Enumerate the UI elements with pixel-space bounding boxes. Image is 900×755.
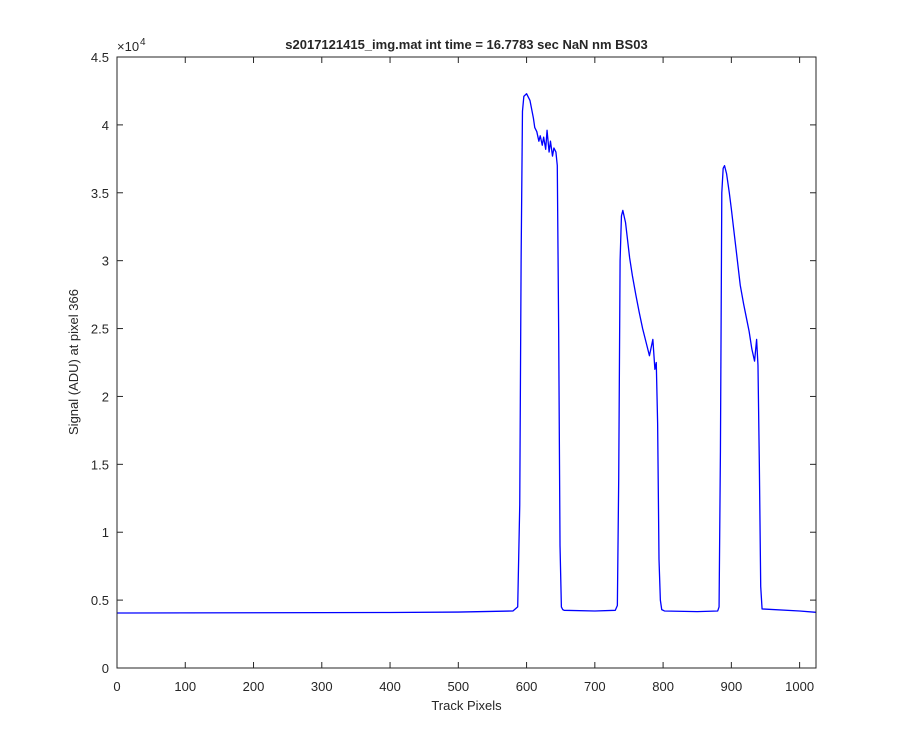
y-tick-label: 0.5 bbox=[91, 593, 109, 608]
x-tick-label: 200 bbox=[243, 679, 265, 694]
x-tick-label: 800 bbox=[652, 679, 674, 694]
x-axis-ticks: 0 100 200 300 400 500 600 700 800 900 1000 bbox=[113, 57, 814, 694]
y-tick-label: 1 bbox=[102, 525, 109, 540]
y-tick-label: 2.5 bbox=[91, 322, 109, 337]
x-tick-label: 900 bbox=[721, 679, 743, 694]
plot-area bbox=[117, 57, 816, 668]
y-tick-label: 2 bbox=[102, 389, 109, 404]
axes-box bbox=[116, 56, 817, 669]
y-exponent-label: ×10 4 bbox=[117, 37, 146, 54]
x-tick-label: 700 bbox=[584, 679, 606, 694]
series-group bbox=[116, 93, 817, 614]
y-tick-label: 4 bbox=[102, 118, 109, 133]
y-tick-label: 4.5 bbox=[91, 50, 109, 65]
x-axis-label: Track Pixels bbox=[431, 698, 502, 713]
y-tick-label: 1.5 bbox=[91, 457, 109, 472]
y-exponent-base: ×10 bbox=[117, 39, 139, 54]
x-tick-label: 1000 bbox=[785, 679, 814, 694]
y-tick-label: 3.5 bbox=[91, 186, 109, 201]
y-tick-label: 3 bbox=[102, 254, 109, 269]
x-tick-label: 300 bbox=[311, 679, 333, 694]
chart-title: s2017121415_img.mat int time = 16.7783 s… bbox=[285, 37, 647, 52]
x-tick-label: 600 bbox=[516, 679, 538, 694]
x-tick-label: 500 bbox=[447, 679, 469, 694]
x-tick-label: 100 bbox=[174, 679, 196, 694]
y-axis-label: Signal (ADU) at pixel 366 bbox=[66, 289, 81, 435]
x-tick-label: 400 bbox=[379, 679, 401, 694]
y-tick-label: 0 bbox=[102, 661, 109, 676]
y-exponent-power: 4 bbox=[140, 37, 146, 48]
x-tick-label: 0 bbox=[113, 679, 120, 694]
series-line-0 bbox=[116, 93, 817, 614]
y-axis-ticks: 0 0.5 1 1.5 2 2.5 3 3.5 4 4.5 bbox=[91, 50, 816, 676]
